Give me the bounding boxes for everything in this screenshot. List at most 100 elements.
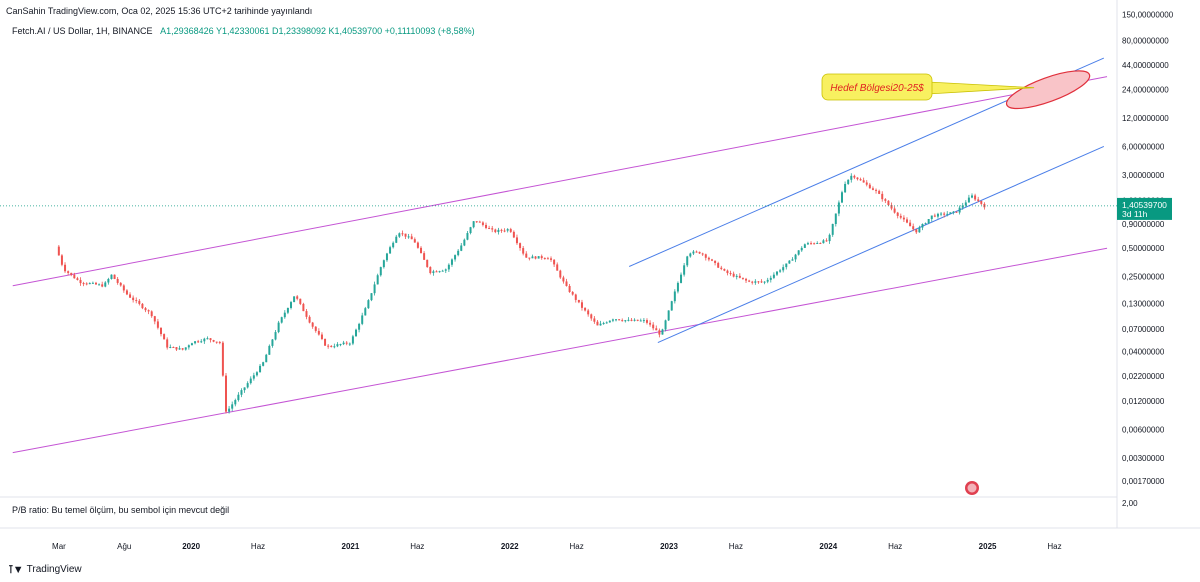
candle-body [584,307,587,311]
candle-body [701,253,704,255]
price-tick-label: 0,90000000 [1122,220,1165,229]
candle-body [550,258,553,260]
candle-body [714,260,717,263]
candle-body [850,175,853,180]
candle-body [546,258,549,260]
candle-body [977,199,980,201]
last-price-value: 1,40539700 [1122,200,1167,210]
candle-body [333,346,336,348]
candle-body [488,228,491,230]
candle-body [661,329,664,335]
candle-body [67,271,70,273]
candle-body [404,233,407,237]
candle-body [426,259,429,267]
price-axis[interactable]: 150,00000000 80,00000000 44,00000000 24,000… [1122,11,1174,508]
candle-body [255,372,258,376]
candle-body [166,339,169,348]
candle-body [231,404,234,409]
us-flag-icon-inner [967,483,977,493]
candle-body [107,278,110,283]
candle-body [293,296,296,303]
candle-body [407,236,410,238]
price-tick-label: 6,00000000 [1122,142,1165,151]
candle-body [680,274,683,283]
candle-body [317,330,320,335]
candle-body [129,294,132,298]
candle-body [190,343,193,346]
time-tick-label: Ağu [117,542,131,551]
candle-body [627,319,630,321]
candle-body [144,308,147,311]
candle-body [515,237,518,244]
candle-body [519,243,522,249]
candle-body [667,310,670,321]
brand-name: TradingView [26,564,82,575]
candle-body [249,378,252,384]
candle-body [57,246,60,256]
candle-body [689,253,692,257]
candle-body [816,243,819,245]
candle-body [763,281,766,283]
candle-body [60,255,63,265]
candle-body [698,251,701,254]
price-tick-label: 80,00000000 [1122,36,1169,45]
candle-body [215,341,218,343]
candle-body [745,278,748,281]
time-tick-label: Mar [52,542,66,551]
candle-body [642,320,645,322]
price-tick-label: 0,00600000 [1122,425,1165,434]
candle-body [209,338,212,341]
candle-body [116,278,119,283]
candle-body [413,239,416,243]
candle-body [915,229,918,233]
candle-body [574,294,577,300]
tradingview-logo-icon: ⊺▼ [8,564,24,576]
candle-body [726,270,729,274]
candle-body [481,222,484,225]
candle-body [457,250,460,256]
time-axis[interactable]: Mar Ağu 2020 Haz 2021 Haz 2022 Haz 2023 Haz 2024 Ha… [52,542,1062,551]
candle-body [881,193,884,200]
time-tick-label: 2022 [501,542,519,551]
price-tick-label: 0,13000000 [1122,299,1165,308]
candle-body [782,267,785,271]
candle-body [943,213,946,215]
candle-body [748,280,751,282]
candle-body [460,245,463,251]
time-tick-label: Haz [729,542,743,551]
candle-body [200,341,203,343]
candle-body [720,267,723,269]
tradingview-brand[interactable]: ⊺▼ TradingView [8,563,82,576]
candle-body [351,336,354,344]
chart-grid [0,0,1200,529]
price-tick-label: 0,00300000 [1122,454,1165,463]
candle-body [856,177,859,180]
candle-body [500,229,503,231]
candle-body [358,323,361,330]
candle-body [961,205,964,208]
candle-body [308,316,311,323]
price-tick-label: 0,01200000 [1122,397,1165,406]
candle-body [141,303,144,309]
candle-body [704,254,707,258]
candle-body [187,345,190,348]
candle-body [964,202,967,206]
candle-body [565,281,568,286]
candle-body [946,213,949,215]
candle-body [410,236,413,240]
candle-body [905,219,908,223]
candle-body [444,269,447,271]
candle-body [438,271,441,273]
candle-body [194,341,197,344]
candle-body [119,282,122,286]
candle-body [673,291,676,302]
candle-body [252,375,255,379]
candle-body [147,310,150,312]
candle-body [751,281,754,283]
candle-body [274,332,277,340]
candle-body [132,297,135,301]
candle-body [237,394,240,401]
candle-body [825,240,828,242]
candle-body [844,183,847,193]
